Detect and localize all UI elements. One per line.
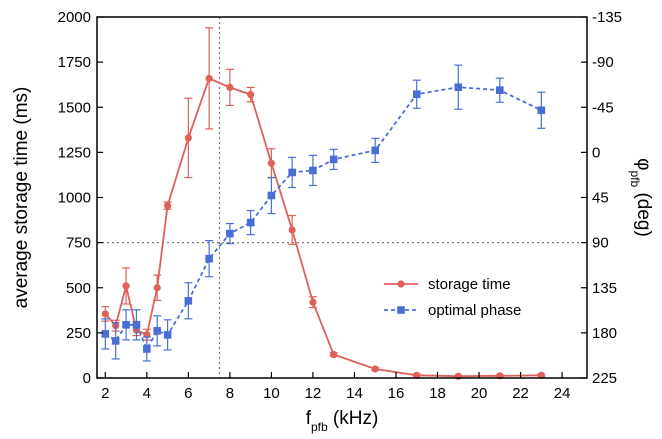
legend: storage time optimal phase <box>384 276 521 319</box>
y2-tick-label: 0 <box>592 144 600 161</box>
data-point <box>122 321 130 329</box>
x-axis-label-unit: (kHz) <box>328 408 379 429</box>
legend-marker <box>397 306 405 314</box>
y2-axis-label-unit: (deg) <box>633 187 654 237</box>
y2-tick-label: -135 <box>592 9 622 26</box>
y-tick-label: 1250 <box>58 144 91 161</box>
data-point <box>267 159 276 167</box>
y2-axis-label: φpfb (deg) <box>628 158 654 237</box>
data-point <box>309 298 317 306</box>
series-optimal-phase <box>101 64 546 362</box>
x-tick-label: 2 <box>101 385 109 402</box>
y-axis-label: average storage time (ms) <box>11 87 32 309</box>
x-tick-label: 20 <box>471 385 488 402</box>
data-point <box>205 254 213 263</box>
data-point <box>132 321 141 329</box>
data-point <box>454 83 463 91</box>
data-point <box>537 371 545 379</box>
x-tick-label: 22 <box>512 385 529 402</box>
data-point <box>153 327 162 335</box>
data-point <box>247 91 255 99</box>
x-axis-label-sub: pfb <box>311 420 328 434</box>
y-tick-label: 1000 <box>58 190 91 207</box>
y2-tick-label: 90 <box>592 235 609 252</box>
data-point <box>288 226 296 234</box>
data-point <box>101 310 109 318</box>
y-tick-label: 1750 <box>58 54 91 71</box>
y2-tick-label: 135 <box>592 280 617 297</box>
data-point <box>226 83 234 91</box>
legend-item-storage-time: storage time <box>384 276 511 293</box>
y-tick-label: 1500 <box>58 99 91 116</box>
data-point <box>329 155 338 164</box>
y-tick-label: 750 <box>66 235 91 252</box>
y2-tick-label: 45 <box>592 190 609 207</box>
x-tick-label: 16 <box>388 385 405 402</box>
data-point <box>412 90 421 99</box>
ticks-layer: 2 4 6 8 10 12 14 16 18 20 22 2402505007501000125015… <box>58 9 622 402</box>
x-tick-label: 10 <box>263 385 280 402</box>
data-point <box>371 146 380 155</box>
data-point <box>288 168 296 177</box>
y-tick-label: 2000 <box>58 9 91 26</box>
data-point <box>205 74 213 82</box>
data-point <box>163 331 172 339</box>
data-point <box>330 350 338 359</box>
y-tick-label: 0 <box>83 370 91 387</box>
data-point <box>246 218 255 227</box>
data-point <box>153 284 161 292</box>
y-tick-label: 250 <box>66 325 91 342</box>
x-tick-label: 12 <box>305 385 322 402</box>
data-point <box>267 191 276 200</box>
y2-axis-label-sub: pfb <box>628 171 642 188</box>
data-point <box>143 345 151 353</box>
data-point <box>101 330 110 338</box>
y2-tick-label: 180 <box>592 325 617 342</box>
series-layer <box>101 27 546 380</box>
data-point <box>184 296 193 305</box>
legend-label: optimal phase <box>428 302 521 319</box>
x-tick-label: 8 <box>226 385 234 402</box>
x-tick-label: 4 <box>143 385 151 402</box>
data-point <box>163 202 172 210</box>
legend-item-optimal-phase: optimal phase <box>384 302 521 319</box>
x-tick-label: 6 <box>184 385 192 402</box>
data-point <box>413 371 421 379</box>
legend-label: storage time <box>428 276 511 293</box>
x-tick-label: 14 <box>346 385 363 402</box>
data-point <box>537 106 546 115</box>
data-point <box>122 282 130 290</box>
y2-tick-label: -90 <box>592 54 614 71</box>
data-point <box>495 86 504 95</box>
gridlines-layer <box>97 17 587 378</box>
x-axis-label: fpfb (kHz) <box>306 408 379 434</box>
data-point <box>309 166 317 175</box>
x-tick-label: 18 <box>429 385 446 402</box>
y-tick-label: 500 <box>66 280 91 297</box>
y2-tick-label: 225 <box>592 370 617 387</box>
y2-tick-label: -45 <box>592 99 614 116</box>
legend-marker <box>397 280 405 288</box>
series-line <box>104 86 542 351</box>
x-axis-label-main: f <box>306 408 312 429</box>
data-point <box>371 365 379 373</box>
y2-axis-label-main: φ <box>633 158 654 170</box>
x-tick-label: 24 <box>554 385 571 402</box>
data-point <box>226 229 234 238</box>
data-point <box>184 134 192 142</box>
data-point <box>111 337 120 345</box>
